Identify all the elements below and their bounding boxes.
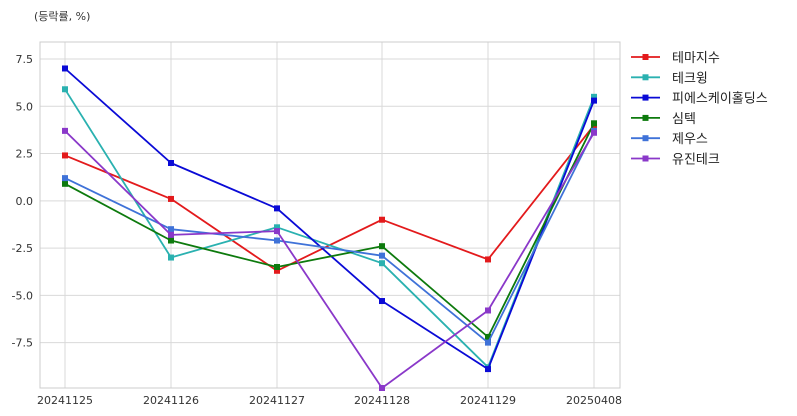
legend-marker	[642, 74, 649, 81]
data-point	[591, 93, 597, 100]
y-axis: 7.5 5.0 2.5 0.0 -2.5 -5.0 -7.5	[12, 53, 33, 350]
data-point	[485, 339, 491, 346]
data-point	[168, 231, 174, 238]
series-3	[62, 120, 597, 340]
y-tick-label: 2.5	[16, 148, 34, 161]
data-point	[485, 307, 491, 314]
y-tick-label: 5.0	[16, 100, 34, 113]
x-tick-label: 20241129	[460, 394, 516, 407]
legend-marker	[642, 114, 649, 121]
legend-label: 피에스케이홀딩스	[672, 92, 768, 107]
data-point	[379, 298, 385, 305]
data-point	[62, 65, 68, 72]
y-tick-label: -5.0	[12, 289, 33, 302]
data-point	[485, 256, 491, 263]
grid	[40, 42, 620, 388]
legend-marker	[642, 94, 649, 101]
legend-label: 심텍	[672, 112, 696, 127]
legend-label: 테마지수	[672, 51, 720, 66]
series-group	[62, 65, 597, 391]
data-point	[379, 385, 385, 391]
series-2	[62, 65, 597, 373]
data-point	[168, 226, 174, 233]
data-point	[379, 260, 385, 267]
data-point	[379, 252, 385, 259]
data-point	[379, 216, 385, 223]
data-point	[62, 86, 68, 93]
data-point	[379, 243, 385, 250]
series-5	[62, 127, 597, 391]
plot-frame	[39, 41, 621, 389]
legend-item: 테마지수	[631, 51, 720, 66]
series-line	[64, 67, 595, 371]
y-tick-label: 0.0	[16, 195, 34, 208]
legend-item: 피에스케이홀딩스	[631, 92, 768, 107]
legend-label: 유진테크	[672, 153, 720, 168]
data-point	[62, 180, 68, 187]
data-point	[62, 175, 68, 182]
y-tick-label: 7.5	[16, 53, 34, 66]
series-line	[64, 130, 595, 344]
x-tick-label: 20241126	[143, 394, 199, 407]
data-point	[168, 237, 174, 244]
series-0	[62, 122, 597, 274]
data-point	[274, 237, 280, 244]
data-point	[168, 254, 174, 261]
data-point	[62, 152, 68, 159]
x-tick-label: 20241128	[354, 394, 410, 407]
legend-item: 유진테크	[631, 153, 720, 168]
data-point	[62, 127, 68, 134]
data-point	[168, 195, 174, 202]
data-point	[274, 205, 280, 212]
y-tick-label: -2.5	[12, 242, 33, 255]
data-point	[274, 263, 280, 270]
x-tick-label: 20250408	[566, 394, 622, 407]
unit-label: (등락률, %)	[34, 10, 90, 23]
legend-label: 제우스	[672, 132, 708, 147]
x-tick-label: 20241127	[249, 394, 305, 407]
data-point	[591, 120, 597, 127]
data-point	[274, 224, 280, 231]
data-point	[485, 366, 491, 373]
x-axis: 20241125 20241126 20241127 20241128 20241129…	[37, 394, 622, 407]
data-point	[274, 228, 280, 235]
series-1	[62, 86, 597, 371]
legend-item: 심텍	[631, 112, 696, 127]
legend-marker	[642, 135, 649, 142]
series-line	[64, 130, 595, 389]
data-point	[485, 333, 491, 340]
legend-item: 제우스	[631, 132, 708, 147]
legend-marker	[642, 155, 649, 162]
data-point	[168, 160, 174, 167]
y-tick-label: -7.5	[12, 337, 33, 350]
data-point	[274, 267, 280, 274]
series-4	[62, 127, 597, 346]
x-tick-label: 20241125	[37, 394, 93, 407]
data-point	[591, 129, 597, 136]
legend-label: 테크윙	[672, 70, 708, 86]
series-line	[64, 122, 595, 338]
legend-marker	[642, 54, 649, 60]
legend-item: 테크윙	[631, 70, 708, 86]
data-point	[591, 97, 597, 104]
series-line	[64, 88, 595, 369]
